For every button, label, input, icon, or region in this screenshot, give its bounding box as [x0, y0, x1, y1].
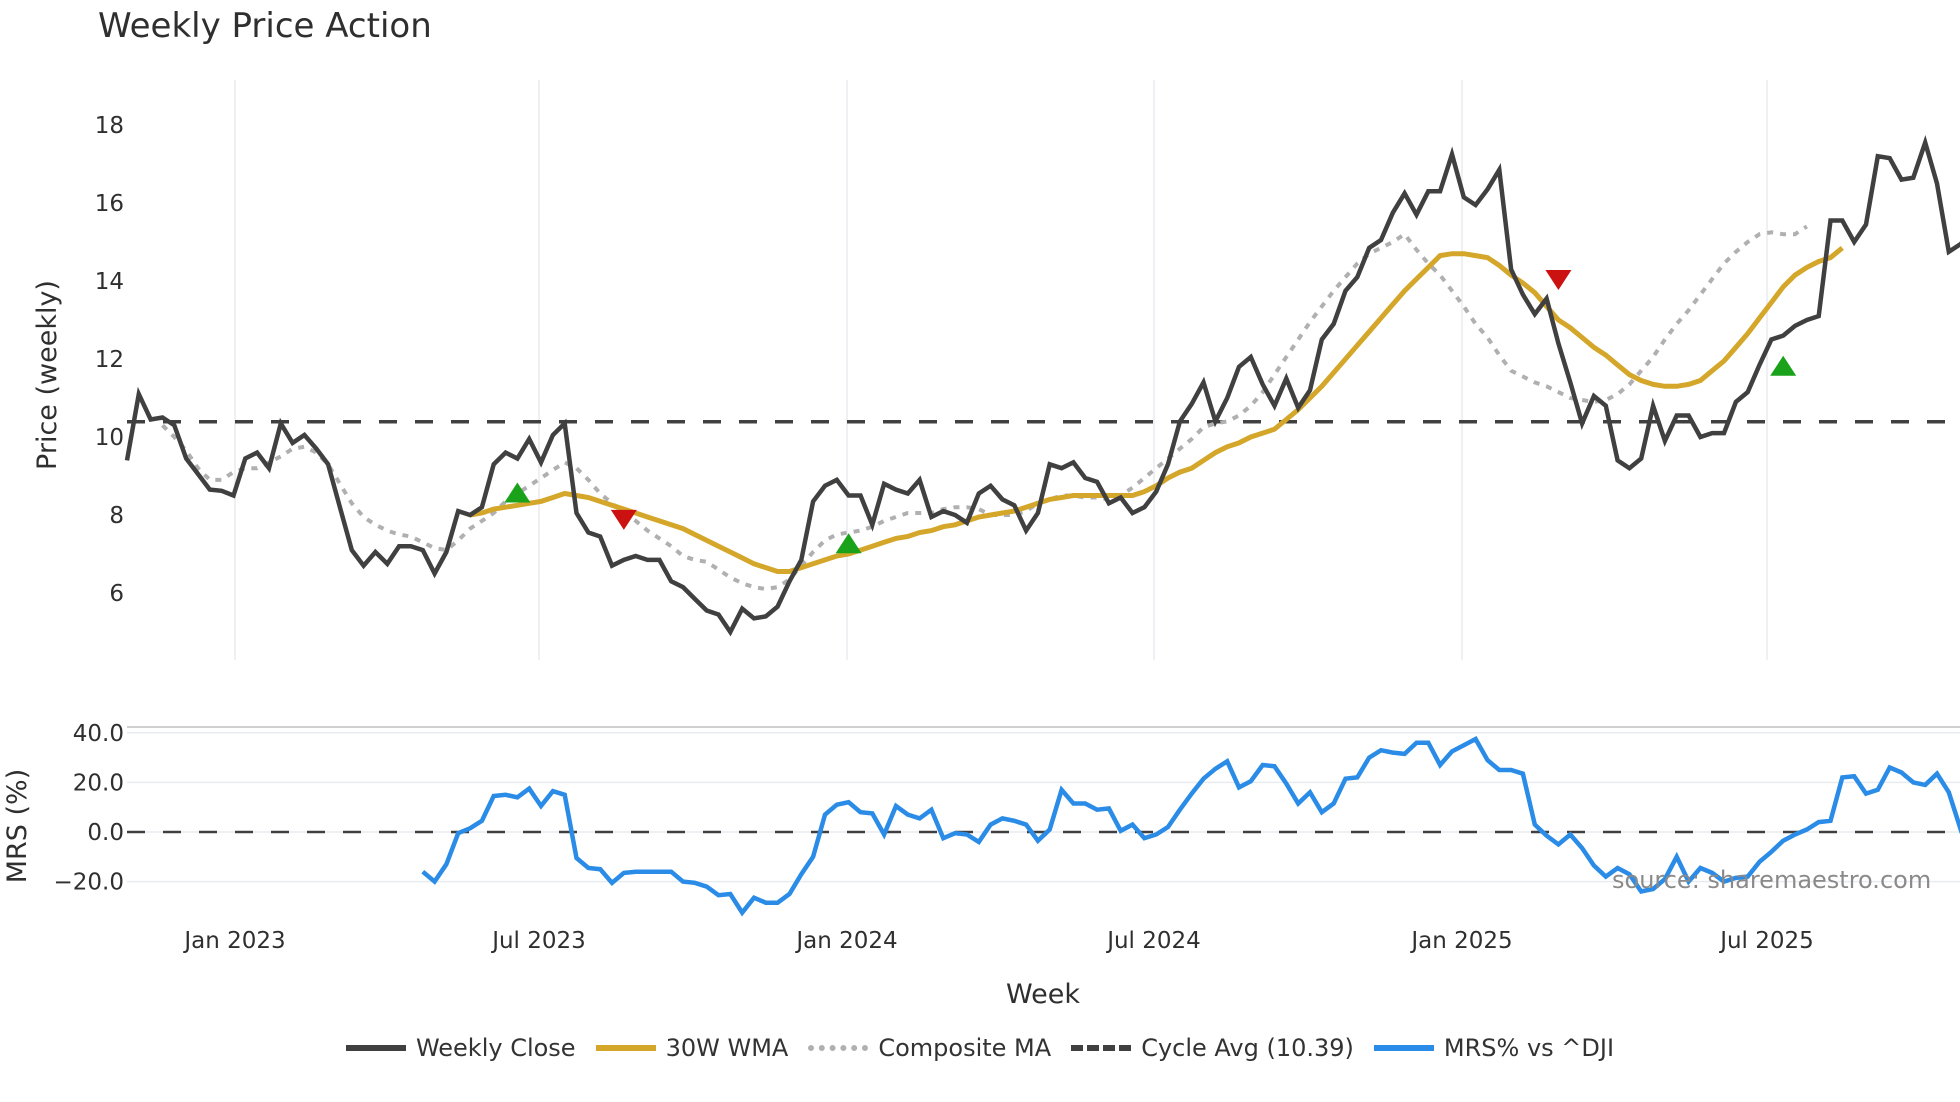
x-tick-label: Jan 2023 [182, 928, 285, 954]
mrs-y-axis-title: MRS (%) [2, 769, 33, 884]
legend-swatch-composite-ma [808, 1045, 869, 1051]
legend-swatch-weekly-close [345, 1045, 406, 1051]
source-watermark: source: sharemaestro.com [1612, 866, 1932, 894]
x-axis-title: Week [1006, 979, 1080, 1010]
legend-swatch-mrs [1373, 1045, 1434, 1051]
weekly-close-line [124, 134, 1960, 637]
y-tick-label: 10 [95, 425, 124, 451]
legend-label: Weekly Close [415, 1034, 576, 1062]
y-tick-label: 20.0 [73, 770, 124, 796]
y-tick-label: −20.0 [54, 870, 124, 896]
signal-markers [504, 270, 1797, 554]
x-tick-label: Jan 2024 [794, 928, 897, 954]
x-tick-label: Jul 2024 [1105, 928, 1201, 954]
vertical-gridlines [234, 80, 1768, 660]
chart-title: Weekly Price Action [98, 6, 432, 46]
mrs-series [127, 735, 1960, 917]
price-y-axis-ticks: 6 8 10 12 14 16 18 [95, 113, 124, 607]
legend-label: Composite MA [878, 1034, 1052, 1062]
x-tick-label: Jul 2025 [1718, 928, 1814, 954]
legend-item-weekly-close[interactable]: Weekly Close [345, 1034, 576, 1062]
30w-wma-line [469, 245, 1844, 574]
legend-item-composite-ma[interactable]: Composite MA [808, 1034, 1051, 1062]
sell-signal-icon [610, 509, 637, 530]
price-y-axis-title: Price (weekly) [32, 280, 63, 470]
x-tick-label: Jul 2023 [490, 928, 586, 954]
y-tick-label: 40.0 [73, 721, 124, 747]
legend-item-cycle-avg[interactable]: Cycle Avg (10.39) [1071, 1034, 1354, 1062]
mrs-horizontal-gridlines [127, 726, 1960, 883]
legend-item-mrs[interactable]: MRS% vs ^DJI [1373, 1034, 1615, 1062]
sell-signal-icon [1545, 270, 1572, 291]
y-tick-label: 8 [109, 503, 124, 529]
price-series [124, 134, 1960, 637]
y-tick-label: 0.0 [87, 820, 124, 846]
legend-swatch-30w-wma [595, 1045, 656, 1051]
legend: Weekly Close 30W WMA Composite MA Cycle … [0, 1034, 1960, 1062]
y-tick-label: 16 [95, 191, 124, 217]
x-axis-ticks: Jan 2023 Jul 2023 Jan 2024 Jul 2024 Jan 2025… [182, 928, 1813, 954]
x-tick-label: Jan 2025 [1409, 928, 1512, 954]
legend-swatch-cycle-avg [1071, 1045, 1132, 1051]
legend-label: MRS% vs ^DJI [1443, 1034, 1615, 1062]
legend-label: Cycle Avg (10.39) [1141, 1034, 1354, 1062]
y-tick-label: 14 [95, 269, 124, 295]
legend-label: 30W WMA [665, 1034, 789, 1062]
buy-signal-icon [1770, 355, 1797, 376]
y-tick-label: 12 [95, 347, 124, 373]
mrs-line [421, 735, 1960, 917]
buy-signal-icon [504, 482, 531, 503]
legend-item-30w-wma[interactable]: 30W WMA [595, 1034, 789, 1062]
mrs-y-axis-ticks: −20.0 0.0 20.0 40.0 [54, 721, 124, 896]
y-tick-label: 18 [95, 113, 124, 139]
buy-signal-icon [835, 533, 862, 554]
y-tick-label: 6 [109, 581, 124, 607]
